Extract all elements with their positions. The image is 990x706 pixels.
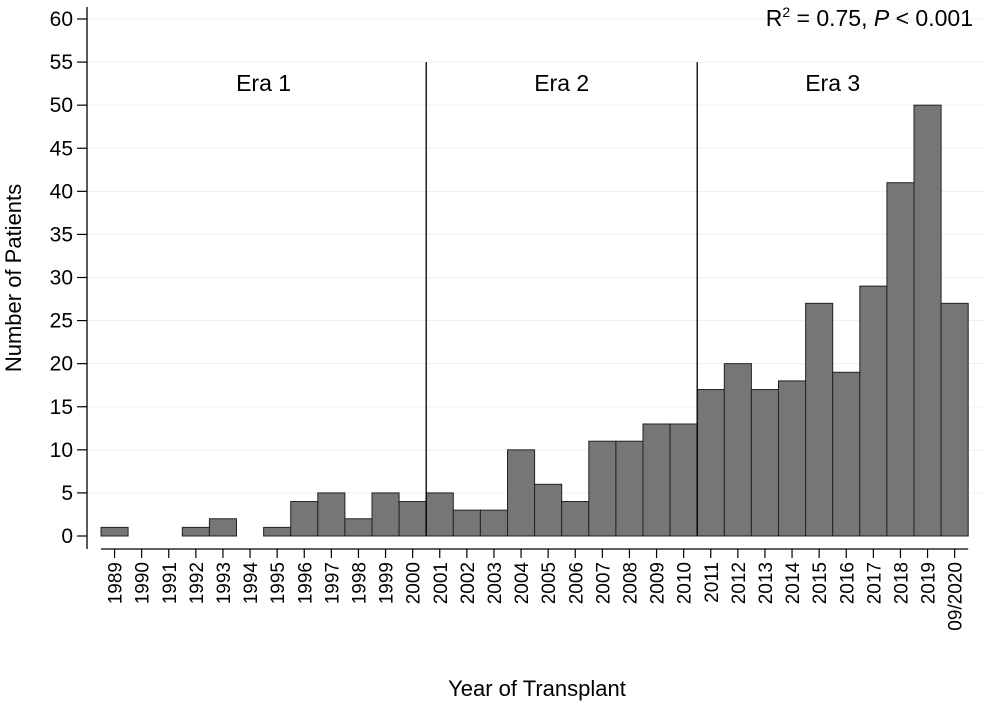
bar: [778, 380, 807, 537]
x-axis-ticks: 1989 1990 1991 1992 1993 1994 1995 1996 1997 1998…: [106, 549, 967, 631]
r2-value: = 0.75,: [790, 5, 874, 31]
y-tick-label: 5: [61, 482, 73, 505]
x-tick-label: 2000: [404, 562, 425, 604]
bar: [642, 423, 671, 537]
x-axis-title: Year of Transplant: [448, 676, 626, 701]
gridlines: [87, 18, 984, 494]
y-tick-label: 50: [50, 94, 73, 117]
x-tick-label: 2003: [485, 562, 506, 604]
x-tick-label: 2018: [891, 562, 912, 604]
x-tick-label: 2012: [729, 562, 750, 604]
y-tick-label: 35: [50, 223, 73, 246]
x-tick-label: 2017: [864, 562, 885, 604]
y-tick-label: 55: [50, 51, 73, 74]
bar: [588, 440, 617, 537]
y-tick-label: 60: [50, 8, 73, 31]
x-tick-label: 1994: [241, 562, 262, 605]
y-tick-label: 20: [50, 353, 73, 376]
p-symbol: P: [874, 5, 890, 31]
bar: [317, 492, 346, 537]
x-tick-label: 1999: [377, 562, 398, 604]
x-tick-label: 2011: [702, 562, 723, 603]
bar: [479, 509, 508, 537]
y-tick-label: 15: [50, 396, 73, 419]
x-tick-label: 1992: [187, 562, 208, 604]
bar: [290, 501, 319, 537]
x-tick-label: 2019: [919, 562, 940, 604]
bar: [181, 526, 210, 537]
x-tick-label: 2013: [756, 562, 777, 604]
bar: [696, 389, 725, 537]
bar: [425, 492, 454, 537]
x-tick-label: 2014: [783, 562, 804, 605]
x-tick-label: 2001: [431, 562, 452, 604]
bar: [913, 104, 942, 537]
p-value: < 0.001: [889, 5, 973, 31]
x-tick-label: 1991: [160, 562, 181, 604]
y-tick-label: 30: [50, 267, 73, 290]
x-tick-label: 2007: [593, 562, 614, 604]
x-tick-label: 2006: [566, 562, 587, 604]
y-axis-ticks: 0 5 10 15 20 25 30 35 40 45 50 55 60: [50, 8, 87, 548]
y-tick-label: 25: [50, 310, 73, 333]
x-tick-label: 1993: [214, 562, 235, 604]
bar: [534, 483, 563, 537]
bar: [263, 526, 292, 537]
r2-superscript: 2: [782, 4, 790, 20]
x-tick-label: 2005: [539, 562, 560, 604]
bar: [507, 449, 536, 537]
x-tick-label: 2009: [648, 562, 669, 604]
bar: [371, 492, 400, 537]
x-tick-label: 1996: [295, 562, 316, 604]
era-dividers: Era 1 Era 2 Era 3: [236, 62, 860, 536]
x-tick-label: 1989: [106, 562, 127, 604]
bar: [832, 371, 861, 537]
r2-prefix: R: [766, 5, 783, 31]
bar: [669, 423, 698, 537]
bar: [100, 526, 129, 537]
x-tick-label: 1998: [349, 562, 370, 604]
bar: [805, 302, 834, 537]
bar: [208, 518, 237, 537]
x-tick-label: 1995: [268, 562, 289, 604]
x-tick-label: 2015: [810, 562, 831, 604]
era-label: Era 2: [534, 70, 589, 96]
bars: [100, 104, 969, 537]
x-tick-label: 1990: [133, 562, 154, 604]
y-tick-label: 0: [61, 525, 73, 548]
stat-annotation: R2 = 0.75, P < 0.001: [766, 4, 973, 31]
x-tick-label: 2002: [458, 562, 479, 604]
bar: [615, 440, 644, 537]
bar: [723, 363, 752, 537]
bar: [398, 501, 427, 537]
y-tick-label: 40: [50, 180, 73, 203]
y-tick-label: 10: [50, 439, 73, 462]
x-tick-label: 2004: [512, 562, 533, 605]
bar: [859, 285, 888, 537]
y-axis-title: Number of Patients: [1, 184, 26, 372]
era-label: Era 3: [805, 70, 860, 96]
era-label: Era 1: [236, 70, 291, 96]
bar: [750, 389, 780, 537]
x-tick-label: 09/2020: [946, 562, 967, 631]
bar: [886, 182, 915, 537]
x-tick-label: 2008: [620, 562, 641, 604]
x-tick-label: 2010: [675, 562, 696, 604]
x-tick-label: 2016: [837, 562, 858, 604]
bar: [344, 518, 373, 537]
x-tick-label: 1997: [322, 562, 343, 604]
y-tick-label: 45: [50, 137, 73, 160]
bar: [452, 509, 481, 537]
bar: [940, 302, 969, 537]
bar: [561, 501, 590, 537]
